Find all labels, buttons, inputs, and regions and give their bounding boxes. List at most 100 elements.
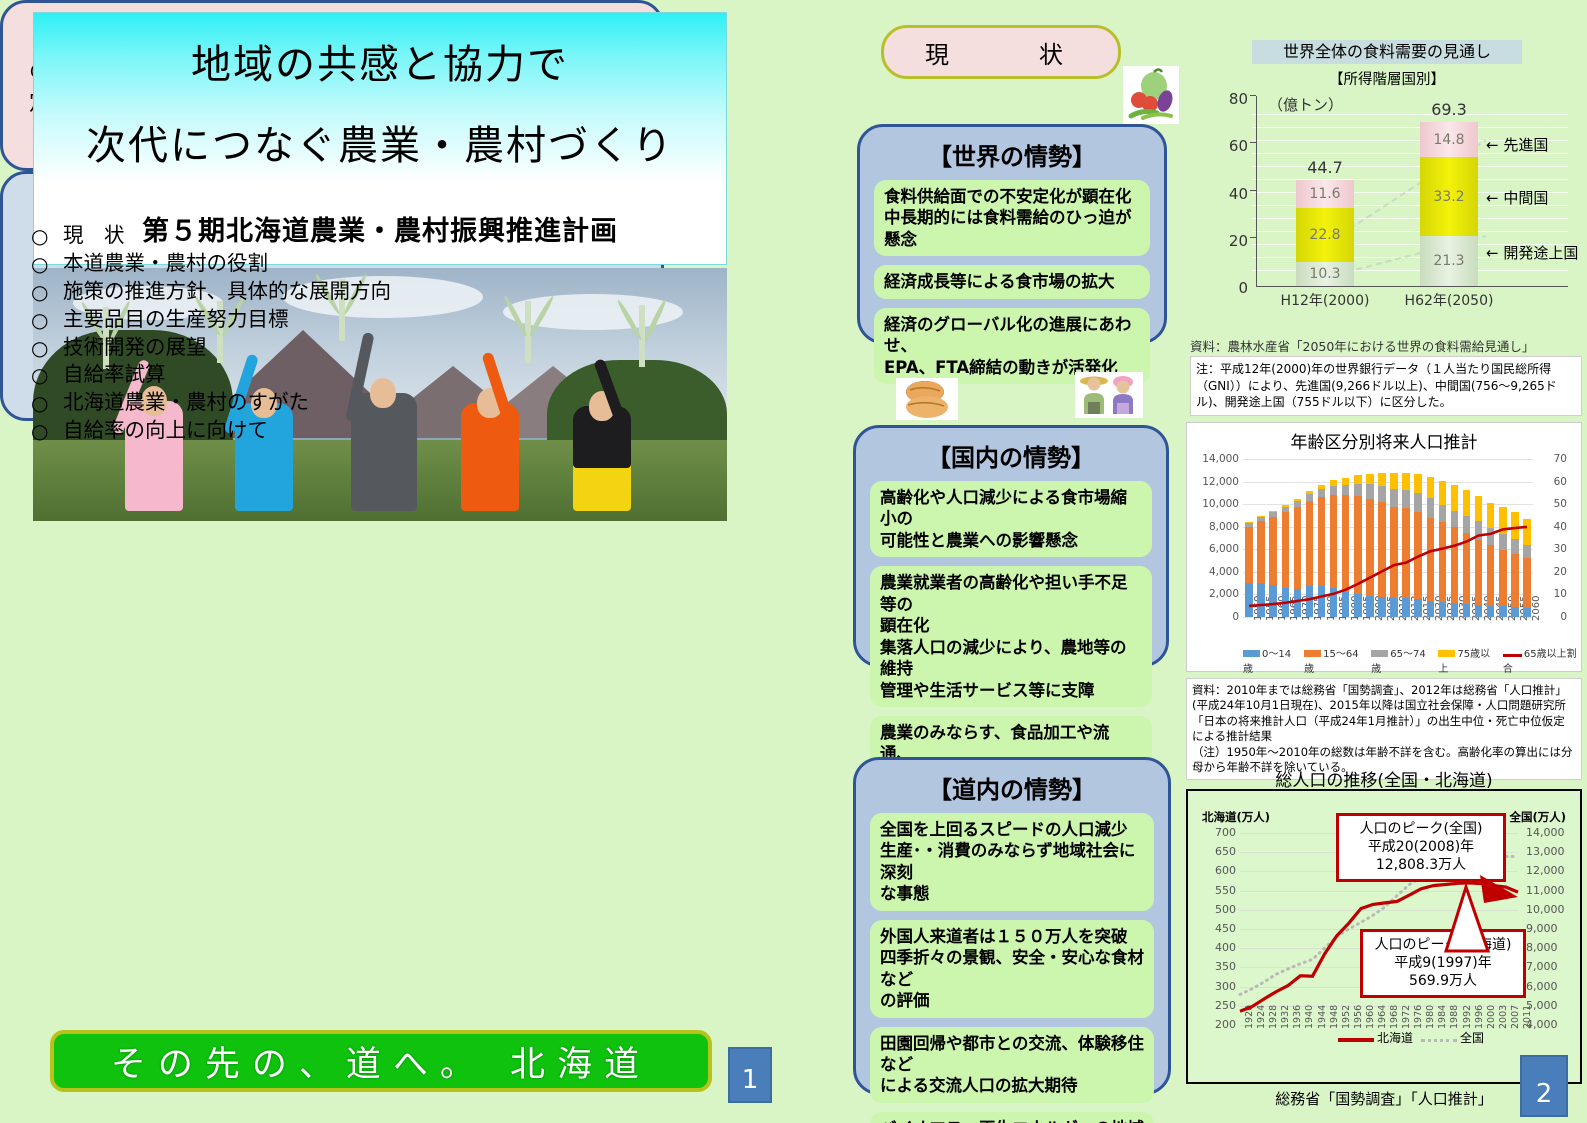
- chart-world-food-demand: 世界全体の食料需要の見通し 【所得階層国別】 （億トン） 80 60 40 20…: [1190, 36, 1582, 336]
- chart2-segment: [1354, 483, 1362, 497]
- chart3-ytick-left: 250: [1215, 998, 1236, 1012]
- chart2-segment: [1281, 512, 1290, 589]
- chart1-ytick-20: 20: [1228, 232, 1248, 250]
- list-item-label: 現 状: [63, 223, 125, 247]
- table-row: [1305, 490, 1314, 617]
- list-item: ○ 主要品目の生産努力目標: [21, 306, 643, 334]
- chart2-segment: [1293, 498, 1302, 502]
- list-item-label: 主要品目の生産努力目標: [63, 306, 289, 331]
- chart2-y2tick: 20: [1553, 565, 1567, 578]
- chart3-ytick-left: 300: [1215, 979, 1236, 993]
- situation-card-0: 【世界の情勢】 食料供給面での不安定化が顕在化 中長期的には食料需給のひっ迫が懸念経…: [857, 124, 1167, 385]
- chart2-segment: [1474, 539, 1483, 605]
- chart2-segment: [1257, 521, 1265, 584]
- chart2-note: 資料：2010年までは総務省「国勢調査」、2012年は総務省「人口推計」(平成2…: [1186, 678, 1582, 781]
- bullet-icon: ○: [31, 335, 49, 360]
- gridline: [1240, 890, 1518, 892]
- chart2-segment: [1269, 584, 1277, 617]
- chart1-xlabel-2000: H12年(2000): [1280, 293, 1370, 309]
- chart1-unit-label: （億トン）: [1268, 96, 1344, 114]
- table-row: [1245, 522, 1253, 617]
- chart2-y2tick: 60: [1553, 475, 1567, 488]
- gridline: [1240, 1005, 1518, 1007]
- page-number-badge-1: 1: [728, 1047, 772, 1103]
- chart2-segment: [1390, 597, 1398, 617]
- chart2-y2tick: 40: [1553, 520, 1567, 533]
- list-item: ○ 本道農業・農村の役割: [21, 250, 643, 278]
- chart2-y2tick: 30: [1553, 543, 1567, 556]
- chart2-segment: [1366, 474, 1374, 485]
- chart2-segment: [1245, 523, 1253, 527]
- chart2-segment: [1269, 512, 1277, 517]
- items-list: ○ 現 状 ○ 本道農業・農村の役割 ○ 施策の推進方針、具体的な展開方向 ○ 主要品目…: [21, 222, 643, 445]
- card-item: 農業就業者の高齢化や担い手不足等の 顕在化 集落人口の減少により、農地等の維持 管理や…: [870, 566, 1152, 707]
- chart3-legend-hokkaido: 北海道: [1377, 1031, 1414, 1045]
- chart2-segment: [1402, 490, 1410, 508]
- chart1-total-2050: 69.3: [1431, 100, 1467, 119]
- chart2-segment: [1499, 549, 1507, 607]
- gridline: [1243, 481, 1533, 483]
- chart3-ytick-left: 700: [1215, 826, 1236, 839]
- bullet-icon: ○: [31, 251, 49, 276]
- chart3-ytick-right: 8,000: [1526, 941, 1558, 955]
- chart1-seg-adv-2050: 14.8: [1420, 122, 1478, 157]
- chart3-right-axis-label: 全国(万人): [1509, 810, 1566, 824]
- chart3-ytick-left: 200: [1215, 1018, 1236, 1031]
- chart3-legend-national: 全国: [1460, 1031, 1485, 1045]
- chart2-segment: [1511, 512, 1519, 540]
- chart2-segment: [1366, 596, 1374, 617]
- chart2-legend-75plus: 75歳以上: [1438, 649, 1491, 675]
- chart2-title: 年齢区分別将来人口推計: [1290, 433, 1478, 453]
- chart2-segment: [1426, 517, 1435, 601]
- chart2-segment: [1523, 519, 1531, 546]
- chart2-segment: [1499, 606, 1507, 617]
- callout-hokkaido-peak: 人口のピーク(北海道) 平成9(1997)年 569.9万人: [1360, 929, 1526, 998]
- chart2-segment: [1402, 473, 1410, 491]
- card-item: 経済のグローバル化の進展にあわせ、 EPA、FTA締結の動きが活発化: [874, 307, 1150, 385]
- title-banner: 地域の共感と協力で 次代につなぐ農業・農村づくり 第５期北海道農業・農村振興推進…: [33, 12, 727, 265]
- chart2-segment: [1293, 507, 1302, 589]
- chart2-segment: [1402, 598, 1410, 617]
- chart2-segment: [1366, 498, 1374, 597]
- chart2-segment: [1329, 480, 1338, 486]
- chart2-segment: [1414, 492, 1422, 513]
- chart2-segment: [1305, 500, 1314, 587]
- gridline: [1243, 571, 1533, 573]
- chart2-segment: [1426, 476, 1435, 499]
- table-row: [1474, 495, 1483, 617]
- chart3-source: 総務省「国勢調査」「人口推計」: [1275, 1090, 1493, 1108]
- list-item: ○ 技術開発の展望: [21, 334, 643, 362]
- chart3-xtick: 2011: [1522, 1004, 1533, 1029]
- situation-card-1: 【国内の情勢】 高齢化や人口減少による食市場縮小の 可能性と農業への影響懸念 農業就業…: [853, 425, 1169, 793]
- chart2-legend-6574: 65〜74歳: [1371, 649, 1426, 675]
- chart2-segment: [1366, 484, 1374, 499]
- table-row: [1329, 480, 1338, 617]
- chart1-source: 資料：農林水産省「2050年における世界の食料需給見通し」: [1190, 339, 1535, 354]
- chart1-title: 世界全体の食料需要の見通し: [1252, 40, 1522, 64]
- chart1-seg-mid-2000: 22.8: [1296, 208, 1354, 262]
- card-item: バイオマス、再生エネルギーの地域での活用と農村活性化への期待: [870, 1111, 1154, 1123]
- chart2-segment: [1523, 558, 1531, 609]
- chart2-segment: [1426, 600, 1435, 617]
- chart3-ytick-left: 600: [1215, 864, 1236, 878]
- chart2-segment: [1450, 603, 1459, 617]
- chart-total-population-trend: 北海道(万人) 全国(万人) 200 250 300 350 400 450 500 550 6…: [1186, 789, 1582, 1084]
- chart2-segment: [1390, 506, 1398, 598]
- chart1-bar-2050: 14.8 33.2 21.3: [1420, 122, 1478, 286]
- chart3-ytick-left: 550: [1215, 883, 1236, 897]
- chart2-segment: [1474, 521, 1483, 540]
- list-item: ○ 現 状: [21, 222, 643, 250]
- chart2-segment: [1269, 516, 1277, 585]
- chart2-segment: [1462, 604, 1471, 617]
- chart3-legend: 北海道 全国: [1338, 1029, 1484, 1046]
- chart1-ytick-0: 0: [1238, 279, 1248, 297]
- gridline: [1243, 617, 1533, 618]
- bread-icon: [896, 378, 958, 420]
- chart2-segment: [1474, 604, 1483, 617]
- title-line-1: 地域の共感と協力で: [191, 42, 569, 88]
- chart3-ytick-left: 500: [1215, 902, 1236, 916]
- slide-1: 地域の共感と協力で 次代につなぐ農業・農村づくり 第５期北海道農業・農村振興推進…: [0, 0, 793, 1123]
- chart3-left-axis-label: 北海道(万人): [1202, 810, 1271, 824]
- chart2-ytick: 4,000: [1208, 565, 1239, 578]
